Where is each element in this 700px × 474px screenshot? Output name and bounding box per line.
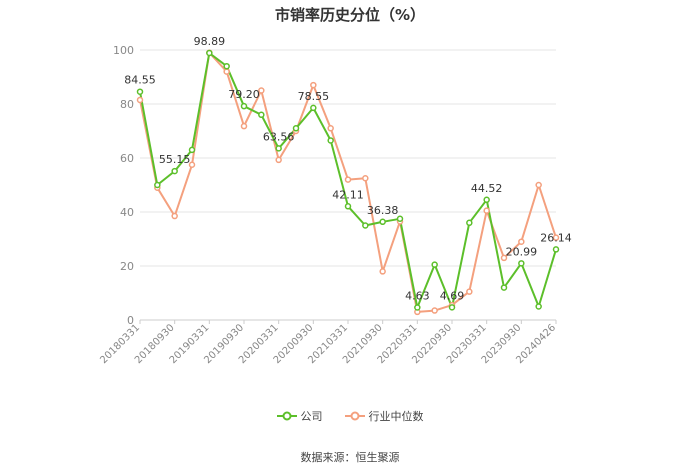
- data-point-0: [223, 62, 230, 70]
- data-label: 55.15: [159, 153, 191, 166]
- data-point-1: [379, 268, 386, 275]
- legend-marker-industry-icon: [344, 411, 365, 421]
- data-point-0: [310, 104, 317, 112]
- data-point-1: [344, 176, 352, 183]
- data-point-1: [188, 161, 196, 168]
- data-point-1: [500, 254, 508, 262]
- y-tick-label: 100: [113, 44, 134, 57]
- data-point-0: [431, 261, 438, 268]
- data-label: 79.20: [228, 88, 260, 101]
- line-chart: 0204060801002018033120180930201903312019…: [98, 35, 572, 366]
- y-tick-label: 0: [127, 314, 134, 327]
- data-point-0: [154, 181, 161, 189]
- data-point-0: [258, 111, 265, 119]
- data-point-1: [362, 175, 369, 182]
- data-point-1: [171, 212, 178, 220]
- data-point-1: [275, 156, 282, 164]
- data-label: 42.11: [332, 188, 364, 201]
- data-label: 63.56: [263, 130, 295, 143]
- data-point-1: [466, 288, 473, 295]
- data-label: 4.63: [405, 289, 430, 302]
- data-point-1: [431, 307, 438, 314]
- data-label: 20.99: [506, 245, 538, 258]
- data-point-1: [136, 96, 144, 104]
- data-point-0: [362, 222, 369, 229]
- legend-marker-company-icon: [276, 411, 297, 421]
- legend-label-company: 公司: [300, 410, 323, 423]
- data-point-0: [292, 125, 300, 132]
- data-point-0: [275, 145, 282, 152]
- data-point-1: [535, 181, 542, 189]
- data-label: 4.69: [440, 289, 465, 302]
- legend: 公司 行业中位数: [0, 408, 700, 424]
- y-tick-label: 60: [120, 152, 134, 165]
- data-label: 26.14: [540, 231, 572, 244]
- data-point-0: [414, 304, 421, 311]
- data-point-0: [206, 49, 213, 57]
- data-point-0: [379, 218, 386, 226]
- data-point-1: [223, 68, 230, 75]
- data-point-1: [240, 122, 248, 130]
- data-label: 98.89: [194, 35, 226, 48]
- data-label: 44.52: [471, 182, 503, 195]
- data-point-0: [171, 167, 178, 175]
- data-point-1: [258, 87, 265, 94]
- legend-item-industry-median[interactable]: 行业中位数: [344, 408, 424, 424]
- legend-label-industry-median: 行业中位数: [368, 410, 424, 423]
- data-point-1: [552, 234, 560, 241]
- data-label: 84.55: [124, 74, 156, 87]
- data-point-0: [552, 246, 560, 253]
- y-tick-label: 40: [120, 206, 134, 219]
- y-tick-label: 20: [120, 260, 134, 273]
- data-point-0: [483, 196, 490, 204]
- legend-item-company[interactable]: 公司: [276, 408, 323, 424]
- data-point-0: [535, 303, 542, 310]
- y-tick-label: 80: [120, 98, 134, 111]
- data-point-1: [518, 238, 525, 245]
- data-point-0: [466, 219, 473, 227]
- data-point-0: [136, 88, 144, 95]
- data-point-0: [448, 304, 456, 311]
- data-point-0: [240, 102, 248, 110]
- data-point-0: [327, 137, 334, 144]
- data-point-1: [310, 81, 317, 89]
- data-point-0: [518, 260, 525, 267]
- data-point-1: [483, 207, 490, 214]
- data-point-1: [327, 125, 334, 132]
- data-point-0: [500, 284, 508, 291]
- data-source: 数据来源：恒生聚源: [300, 451, 400, 464]
- data-label: 78.55: [298, 90, 330, 103]
- data-point-0: [344, 203, 352, 210]
- data-point-0: [396, 215, 404, 222]
- chart-title: 市销率历史分位（%）: [274, 6, 426, 24]
- data-label: 36.38: [367, 204, 399, 217]
- data-point-0: [188, 146, 196, 154]
